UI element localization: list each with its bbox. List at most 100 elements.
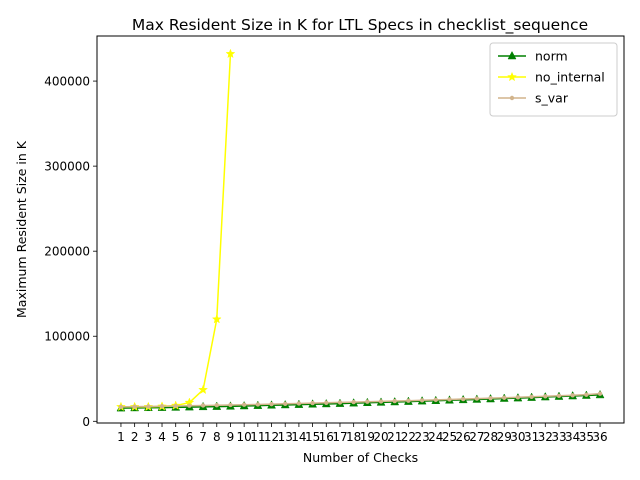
x-axis-label: Number of Checks [303,450,418,465]
data-point [515,395,521,400]
y-tick-label: 400000 [44,75,90,89]
data-point [132,404,137,409]
x-tick-label: 12 [264,430,279,444]
x-tick-label: 19 [360,430,375,444]
x-tick-label: 15 [305,430,320,444]
x-tick-label: 18 [346,430,361,444]
x-tick-label: 2 [131,430,139,444]
x-tick-label: 36 [592,430,607,444]
data-point [474,396,480,401]
y-tick-label: 300000 [44,160,90,174]
data-point [460,396,466,402]
series-line [120,392,601,408]
series-s-var [118,391,603,410]
data-point [406,398,411,403]
x-tick-label: 33 [551,430,566,444]
data-point [529,394,534,400]
x-tick-label: 25 [442,430,457,444]
data-point [584,392,589,397]
legend-marker [509,95,515,101]
legend-label: norm [535,49,568,64]
y-tick-label: 0 [82,415,90,429]
x-tick-label: 35 [579,430,594,444]
x-tick-label: 11 [250,430,265,444]
legend-item-s-var: s_var [498,91,569,106]
x-tick-label: 9 [227,430,235,444]
x-tick-label: 14 [291,430,306,444]
data-point [198,384,209,395]
x-tick-label: 6 [186,430,194,444]
data-point [200,403,206,408]
x-tick-label: 4 [158,430,166,444]
x-tick-label: 3 [145,430,153,444]
data-point [118,404,124,410]
x-tick-label: 29 [497,430,512,444]
y-axis: 0 100000 200000 300000 400000 [44,75,97,429]
series-layer [115,48,605,412]
data-point [433,397,438,403]
data-point [543,394,548,399]
data-point [283,401,288,406]
axes-frame [96,35,625,424]
data-point [269,401,274,407]
legend-item-norm: norm [498,49,568,64]
data-point [556,393,562,398]
data-point [378,399,384,404]
data-point [241,402,247,407]
data-point [570,393,575,398]
data-point [173,403,178,409]
chart-title: Max Resident Size in K for LTL Specs in … [132,16,588,35]
data-point [502,395,507,400]
x-tick-label: 24 [428,430,443,444]
x-tick-label: 20 [373,430,388,444]
data-point [296,401,302,406]
legend-marker [507,50,517,60]
x-tick-label: 22 [401,430,416,444]
x-tick-label: 23 [414,430,429,444]
data-point [159,404,165,409]
data-point [488,395,493,401]
x-tick-label: 10 [237,430,252,444]
x-tick-label: 7 [199,430,207,444]
data-point [187,403,192,408]
data-point [337,400,343,405]
y-tick-label: 200000 [44,245,90,259]
data-point [419,398,425,403]
x-tick-label: 31 [524,430,539,444]
x-tick-label: 5 [172,430,180,444]
legend: norm no_internal s_var [489,42,618,117]
data-point [214,403,219,408]
data-point [324,400,329,405]
legend-label: no_internal [535,70,605,85]
x-tick-label: 26 [456,430,471,444]
x-axis: 1 2 3 4 5 6 7 8 9 1011121314151617181920212223242… [117,423,608,444]
data-point [310,400,315,406]
data-point [211,314,222,324]
legend-item-no-internal: no_internal [498,70,605,85]
x-tick-label: 17 [332,430,347,444]
x-tick-label: 28 [483,430,498,444]
y-axis-label: Maximum Resident Size in K [14,140,29,318]
data-point [228,402,233,408]
data-point [447,397,452,402]
x-tick-label: 8 [213,430,221,444]
x-tick-label: 21 [387,430,402,444]
data-point [225,48,236,59]
plot-area [96,35,625,424]
legend-marker [507,71,517,82]
data-point [365,399,370,404]
x-tick-label: 27 [469,430,484,444]
y-tick-label: 100000 [44,330,90,344]
x-tick-label: 13 [278,430,293,444]
x-tick-label: 16 [319,430,334,444]
data-point [351,399,356,405]
x-tick-label: 34 [565,430,580,444]
data-point [597,391,603,396]
x-tick-label: 30 [510,430,525,444]
data-point [255,402,261,407]
legend-label: s_var [535,91,569,106]
data-point [146,404,151,409]
data-point [392,398,397,404]
x-tick-label: 32 [538,430,553,444]
